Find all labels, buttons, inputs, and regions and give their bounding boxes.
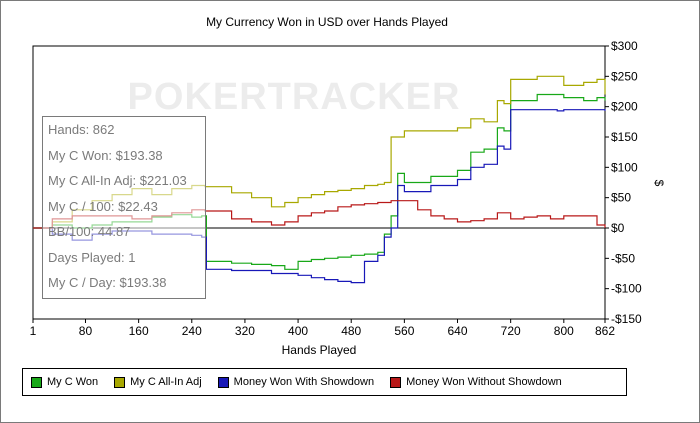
x-tick-label: 480 xyxy=(341,324,361,338)
legend-item: Money Won Without Showdown xyxy=(390,376,562,388)
x-tick-label: 320 xyxy=(235,324,255,338)
y-tick-label: -$50 xyxy=(611,251,635,265)
legend-item: Money Won With Showdown xyxy=(217,376,375,388)
x-tick-label: 1 xyxy=(30,324,37,338)
legend-item: My C Won xyxy=(31,376,98,388)
y-tick-label: $150 xyxy=(611,130,638,144)
legend-swatch xyxy=(31,376,42,388)
legend-item: My C All-In Adj xyxy=(114,376,202,388)
chart-title: My Currency Won in USD over Hands Played xyxy=(206,15,448,29)
x-axis-label: Hands Played xyxy=(282,343,357,357)
x-tick-label: 640 xyxy=(448,324,468,338)
watermark-text: POKERTRACKER xyxy=(128,76,461,118)
legend-swatch xyxy=(390,376,402,388)
legend-label: My C Won xyxy=(47,376,99,388)
stat-line: My C Won: $193.38 xyxy=(48,147,163,163)
x-tick-label: 800 xyxy=(554,324,574,338)
legend-label: My C All-In Adj xyxy=(130,376,202,388)
legend-label: Money Won Without Showdown xyxy=(406,376,562,388)
y-axis-label: $ xyxy=(652,180,666,187)
y-tick-label: -$150 xyxy=(611,312,642,326)
y-tick-label: $100 xyxy=(611,160,638,174)
x-tick-label: 400 xyxy=(288,324,308,338)
y-tick-label: $300 xyxy=(611,39,638,53)
stat-line: Days Played: 1 xyxy=(48,249,136,265)
x-tick-label: 160 xyxy=(129,324,149,338)
legend-swatch xyxy=(217,376,229,388)
stat-line: BB/100: 44.87 xyxy=(48,224,131,239)
x-tick-label: 862 xyxy=(595,324,615,338)
x-tick-label: 720 xyxy=(501,324,521,338)
y-tick-label: $0 xyxy=(611,221,625,235)
y-tick-label: $250 xyxy=(611,69,638,83)
y-tick-label: $200 xyxy=(611,100,638,114)
x-tick-label: 560 xyxy=(394,324,414,338)
legend-label: Money Won With Showdown xyxy=(233,376,375,388)
legend-swatch xyxy=(114,376,126,388)
stats-box: Hands: 862 My C Won: $193.38 My C All-In A… xyxy=(42,116,206,299)
x-tick-label: 240 xyxy=(182,324,202,338)
y-tick-label: $50 xyxy=(611,191,631,205)
stat-line: My C / Day: $193.38 xyxy=(48,275,167,290)
y-tick-label: -$100 xyxy=(611,282,642,296)
stat-line: Hands: 862 xyxy=(48,122,115,137)
x-tick-label: 80 xyxy=(79,324,93,338)
stat-line: My C All-In Adj: $221.03 xyxy=(48,173,187,188)
legend: My C Won My C All-In Adj Money Won With Sh… xyxy=(22,368,627,396)
stat-line: My C / 100: $22.43 xyxy=(48,198,158,214)
